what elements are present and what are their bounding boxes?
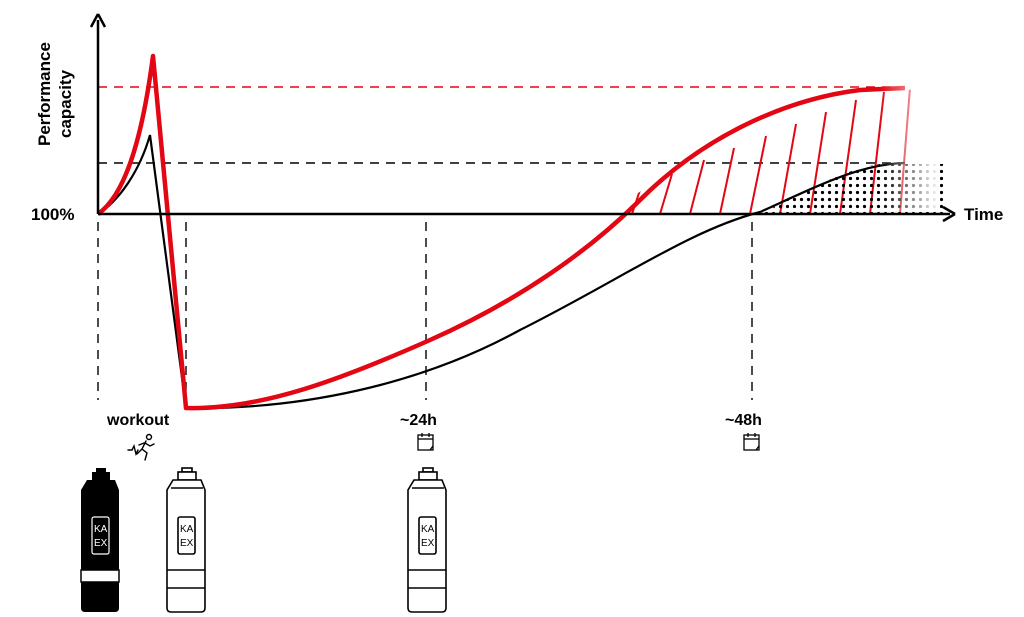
bottle-brand-line2: EX: [180, 538, 194, 549]
bottle-brand-line2: EX: [94, 538, 108, 549]
marker-48h-label: ~48h: [725, 412, 762, 429]
axes: [89, 13, 956, 223]
right-fade-overlay: [880, 70, 940, 212]
x-axis-label: Time: [964, 205, 1003, 224]
bottle-brand-line1: KA: [421, 524, 435, 535]
marker-24h-label: ~24h: [400, 412, 437, 429]
calendar-icon: [417, 433, 434, 451]
red-performance-curve: [96, 53, 906, 411]
y-axis-label-line2: capacity: [56, 69, 75, 138]
black-performance-curve: [97, 134, 906, 410]
time-marker-lines: [97, 222, 753, 400]
running-person-icon: [127, 433, 155, 461]
workout-label: workout: [106, 412, 170, 429]
bottle-icon-outline: KA EX: [166, 467, 206, 613]
bottle-brand-line2: EX: [421, 538, 435, 549]
bottle-icon-filled: KA EX: [80, 468, 120, 612]
y-axis-arrow-icon: [89, 13, 107, 28]
bottle-brand-line1: KA: [94, 524, 108, 535]
bottle-icon-outline-24h: KA EX: [407, 467, 447, 613]
calendar-icon: [743, 433, 760, 451]
y-axis-label-line1: Performance: [35, 42, 54, 146]
baseline-label: 100%: [31, 205, 74, 224]
x-axis-arrow-icon: [942, 205, 956, 223]
bottle-brand-line1: KA: [180, 524, 194, 535]
